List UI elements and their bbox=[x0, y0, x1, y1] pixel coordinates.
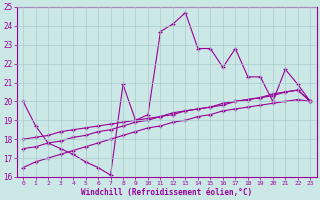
X-axis label: Windchill (Refroidissement éolien,°C): Windchill (Refroidissement éolien,°C) bbox=[81, 188, 252, 197]
